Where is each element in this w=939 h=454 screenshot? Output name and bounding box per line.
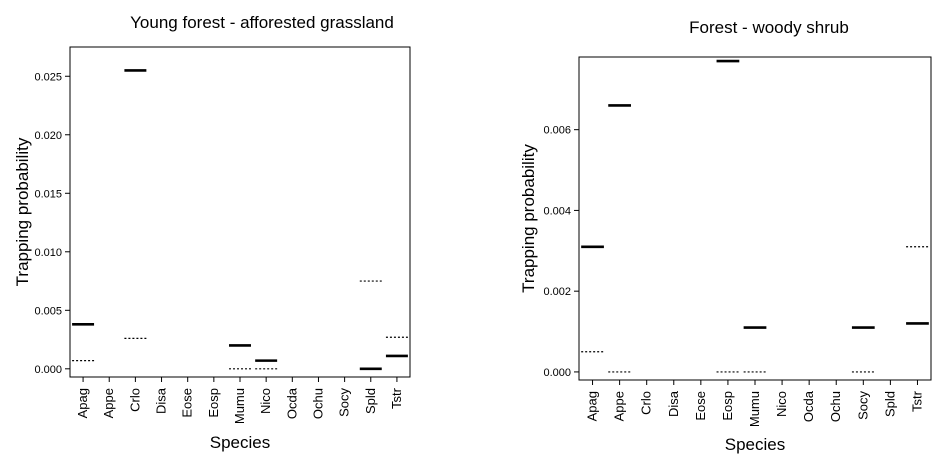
category-label-0-10: Socy (337, 388, 352, 417)
y-tick-label-0-4: 0.020 (34, 130, 62, 142)
y-tick-label-0-5: 0.025 (34, 71, 62, 83)
category-label-1-1: Appe (612, 391, 627, 421)
y-tick-label-1-1: 0.002 (543, 286, 571, 298)
category-label-1-11: Spld (882, 391, 897, 417)
category-label-1-7: Nico (774, 391, 789, 417)
plot-frame-1 (578, 56, 932, 381)
category-label-1-3: Disa (666, 390, 681, 417)
y-tick-label-1-0: 0.000 (543, 367, 571, 379)
y-axis-label-0: Trapping probability (13, 137, 32, 286)
y-tick-label-0-0: 0.000 (34, 364, 62, 376)
category-label-1-2: Crlo (639, 391, 654, 415)
chart-title-0: Young forest - afforested grassland (130, 13, 394, 32)
category-label-0-0: Apag (75, 388, 90, 418)
y-axis-label-1: Trapping probability (519, 144, 538, 293)
category-label-0-12: Tstr (389, 387, 404, 409)
category-label-0-11: Spld (363, 388, 378, 414)
category-label-0-6: Mumu (232, 388, 247, 424)
y-tick-label-0-3: 0.015 (34, 188, 62, 200)
plot-frame-0 (69, 46, 411, 378)
y-tick-label-0-1: 0.005 (34, 305, 62, 317)
category-label-0-5: Eosp (206, 388, 221, 418)
category-label-1-12: Tstr (909, 390, 924, 412)
category-label-1-9: Ochu (828, 391, 843, 422)
category-label-0-7: Nico (258, 388, 273, 414)
category-label-0-1: Appe (101, 388, 116, 418)
category-label-0-4: Eose (180, 388, 195, 418)
category-label-1-4: Eose (693, 391, 708, 421)
y-tick-label-1-3: 0.006 (543, 125, 571, 137)
category-label-1-6: Mumu (747, 391, 762, 427)
category-label-0-3: Disa (154, 387, 169, 414)
chart-title-1: Forest - woody shrub (689, 18, 849, 37)
category-label-1-8: Ocda (801, 390, 816, 422)
x-axis-label-0: Species (210, 433, 270, 452)
y-tick-label-1-2: 0.004 (543, 205, 571, 217)
category-label-1-0: Apag (585, 391, 600, 421)
category-label-0-2: Crlo (127, 388, 142, 412)
category-label-1-10: Socy (855, 391, 870, 420)
category-label-0-8: Ocda (284, 387, 299, 419)
y-tick-label-0-2: 0.010 (34, 247, 62, 259)
category-label-1-5: Eosp (720, 391, 735, 421)
category-label-0-9: Ochu (310, 388, 325, 419)
x-axis-label-1: Species (725, 435, 785, 454)
